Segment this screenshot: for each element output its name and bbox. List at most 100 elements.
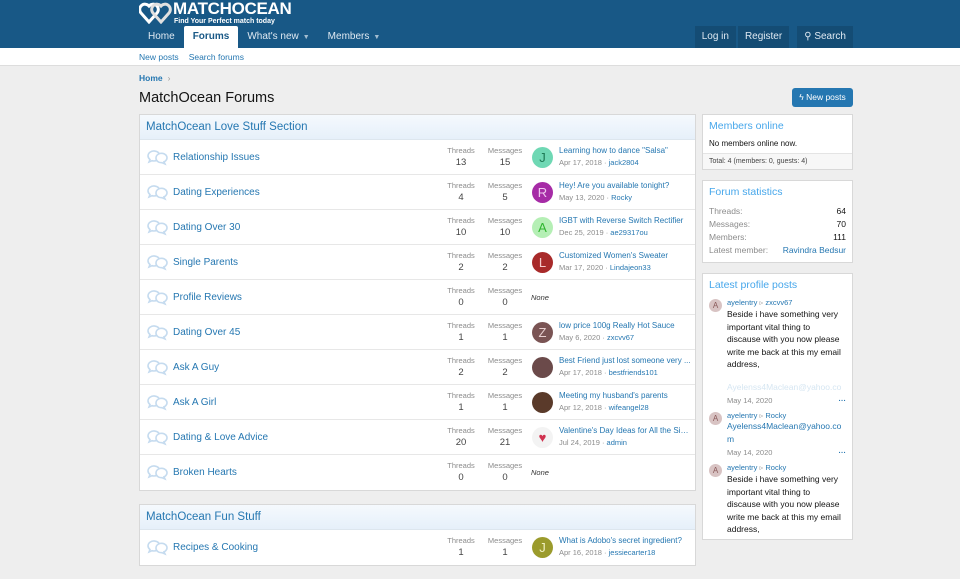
stat-label: Threads xyxy=(447,391,475,400)
last-post-user[interactable]: admin xyxy=(606,438,627,447)
tab-whats-new[interactable]: What's new ▼ xyxy=(238,26,318,48)
avatar[interactable]: L xyxy=(532,252,553,273)
threads-stat: Threads 0 xyxy=(441,286,481,308)
search-button[interactable]: ⚲ Search xyxy=(797,26,853,48)
stat-value: 1 xyxy=(502,547,508,558)
post-date[interactable]: May 14, 2020 xyxy=(727,448,773,457)
chevron-down-icon[interactable]: ▼ xyxy=(302,34,310,41)
last-post-date[interactable]: Apr 12, 2018 xyxy=(559,403,602,412)
forum-link[interactable]: Broken Hearts xyxy=(173,467,237,478)
last-post-user[interactable]: bestfriends101 xyxy=(608,368,658,377)
tab-forums[interactable]: Forums xyxy=(183,26,239,48)
last-post-title[interactable]: Best Friend just lost someone very ... xyxy=(559,356,691,365)
last-post-date[interactable]: Apr 17, 2018 xyxy=(559,368,602,377)
new-posts-button[interactable]: ϟ New posts xyxy=(792,88,853,107)
widget-title[interactable]: Latest profile posts xyxy=(709,279,798,291)
last-post-date[interactable]: Dec 25, 2019 xyxy=(559,228,604,237)
avatar[interactable]: Z xyxy=(532,322,553,343)
last-post-user[interactable]: zxcvv67 xyxy=(606,333,635,342)
forum-link[interactable]: Recipes & Cooking xyxy=(173,542,259,553)
post-target[interactable]: Rocky xyxy=(765,411,787,420)
last-post-user[interactable]: wifeangel28 xyxy=(608,403,649,412)
tab-label: What's new xyxy=(247,31,299,42)
post-date[interactable]: May 14, 2020 xyxy=(727,396,773,405)
avatar[interactable]: A xyxy=(532,217,553,238)
forum-link[interactable]: Dating Over 45 xyxy=(173,327,241,338)
forum-link[interactable]: Profile Reviews xyxy=(173,292,242,303)
last-post-title[interactable]: Valentine's Day Ideas for All the Sin... xyxy=(559,426,691,435)
stat-label: Threads xyxy=(447,181,475,190)
last-post-title[interactable]: Customized Women's Sweater xyxy=(559,251,668,260)
messages-stat: Messages 1 xyxy=(485,391,525,413)
last-post-date[interactable]: May 13, 2020 xyxy=(559,193,605,202)
threads-stat: Threads 2 xyxy=(441,356,481,378)
last-post-title[interactable]: Hey! Are you available tonight? xyxy=(559,181,670,190)
category-title[interactable]: MatchOcean Love Stuff Section xyxy=(140,115,695,140)
forum-link[interactable]: Ask A Girl xyxy=(173,397,217,408)
stat-value: 1 xyxy=(458,547,464,558)
post-author[interactable]: ayelentry xyxy=(727,298,758,307)
forum-link[interactable]: Dating Over 30 xyxy=(173,222,241,233)
last-post-date[interactable]: Apr 17, 2018 xyxy=(559,158,602,167)
forum-link[interactable]: Dating & Love Advice xyxy=(173,432,269,443)
last-post-user[interactable]: Lindajeon33 xyxy=(609,263,651,272)
post-email-link[interactable]: Ayelenss4Maclean@yahoo.com xyxy=(727,421,842,444)
avatar[interactable]: J xyxy=(532,537,553,558)
stat-label: Messages: xyxy=(709,219,751,229)
stat-label: Messages xyxy=(487,321,523,330)
avatar[interactable]: ♥ xyxy=(532,427,553,448)
last-post-date[interactable]: Apr 16, 2018 xyxy=(559,548,602,557)
stat-label: Threads xyxy=(447,216,475,225)
last-post-user[interactable]: jack2804 xyxy=(608,158,639,167)
login-button[interactable]: Log in xyxy=(694,26,736,48)
avatar[interactable]: A xyxy=(709,412,722,425)
new-posts-link[interactable]: New posts xyxy=(139,51,179,62)
avatar[interactable]: A xyxy=(709,299,722,312)
avatar[interactable] xyxy=(532,392,553,413)
last-post-title[interactable]: Learning how to dance "Salsa" xyxy=(559,146,668,155)
forum-link[interactable]: Relationship Issues xyxy=(173,152,260,163)
chevron-down-icon[interactable]: ▼ xyxy=(373,34,381,41)
widget-title[interactable]: Members online xyxy=(709,120,784,132)
last-post-user[interactable]: jessiecarter18 xyxy=(608,548,656,557)
more-options-icon[interactable]: ··· xyxy=(838,448,847,457)
last-post-title[interactable]: IGBT with Reverse Switch Rectifier xyxy=(559,216,684,225)
threads-stat: Threads 10 xyxy=(441,216,481,238)
forum-row: Ask A Girl Threads 1 Messages 1 Meeting my… xyxy=(140,385,695,420)
logo[interactable]: MATCHOCEAN Find Your Perfect match today xyxy=(139,0,292,26)
breadcrumb-home[interactable]: Home xyxy=(139,73,163,83)
avatar[interactable]: J xyxy=(532,147,553,168)
post-target[interactable]: Rocky xyxy=(765,463,787,472)
post-target[interactable]: zxcvv67 xyxy=(765,298,793,307)
post-author[interactable]: ayelentry xyxy=(727,411,758,420)
forum-row: Dating & Love Advice Threads 20 Messages 2… xyxy=(140,420,695,455)
last-post-title[interactable]: What is Adobo's secret ingredient? xyxy=(559,536,682,545)
last-post-user[interactable]: Rocky xyxy=(611,193,632,202)
register-button[interactable]: Register xyxy=(737,26,790,48)
last-post-date[interactable]: Jul 24, 2019 xyxy=(559,438,600,447)
tab-home[interactable]: Home xyxy=(148,31,175,42)
tab-members[interactable]: Members ▼ xyxy=(319,26,390,48)
avatar[interactable] xyxy=(532,357,553,378)
last-post-title[interactable]: Meeting my husband's parents xyxy=(559,391,668,400)
chat-bubbles-icon xyxy=(147,430,168,446)
post-text: Beside i have something very important v… xyxy=(727,474,841,534)
forum-link[interactable]: Ask A Guy xyxy=(173,362,220,373)
last-post-user[interactable]: ae29317ou xyxy=(610,228,648,237)
last-post: What is Adobo's secret ingredient? Apr 1… xyxy=(559,536,691,557)
last-post-title[interactable]: low price 100g Really Hot Sauce xyxy=(559,321,675,330)
stat-value[interactable]: Ravindra Bedsur xyxy=(782,245,846,255)
stat-label: Members: xyxy=(709,232,747,242)
last-post-date[interactable]: Mar 17, 2020 xyxy=(559,263,604,272)
last-post: Valentine's Day Ideas for All the Sin...… xyxy=(559,426,691,447)
forum-link[interactable]: Single Parents xyxy=(173,257,239,268)
avatar[interactable]: A xyxy=(709,464,722,477)
category-title[interactable]: MatchOcean Fun Stuff xyxy=(140,505,695,530)
avatar[interactable]: R xyxy=(532,182,553,203)
post-author[interactable]: ayelentry xyxy=(727,463,758,472)
forum-link[interactable]: Dating Experiences xyxy=(173,187,260,198)
more-options-icon[interactable]: ··· xyxy=(838,396,847,405)
last-post-date[interactable]: May 6, 2020 xyxy=(559,333,601,342)
search-forums-link[interactable]: Search forums xyxy=(188,51,244,62)
sidebar: Members online No members online now. To… xyxy=(702,114,853,550)
